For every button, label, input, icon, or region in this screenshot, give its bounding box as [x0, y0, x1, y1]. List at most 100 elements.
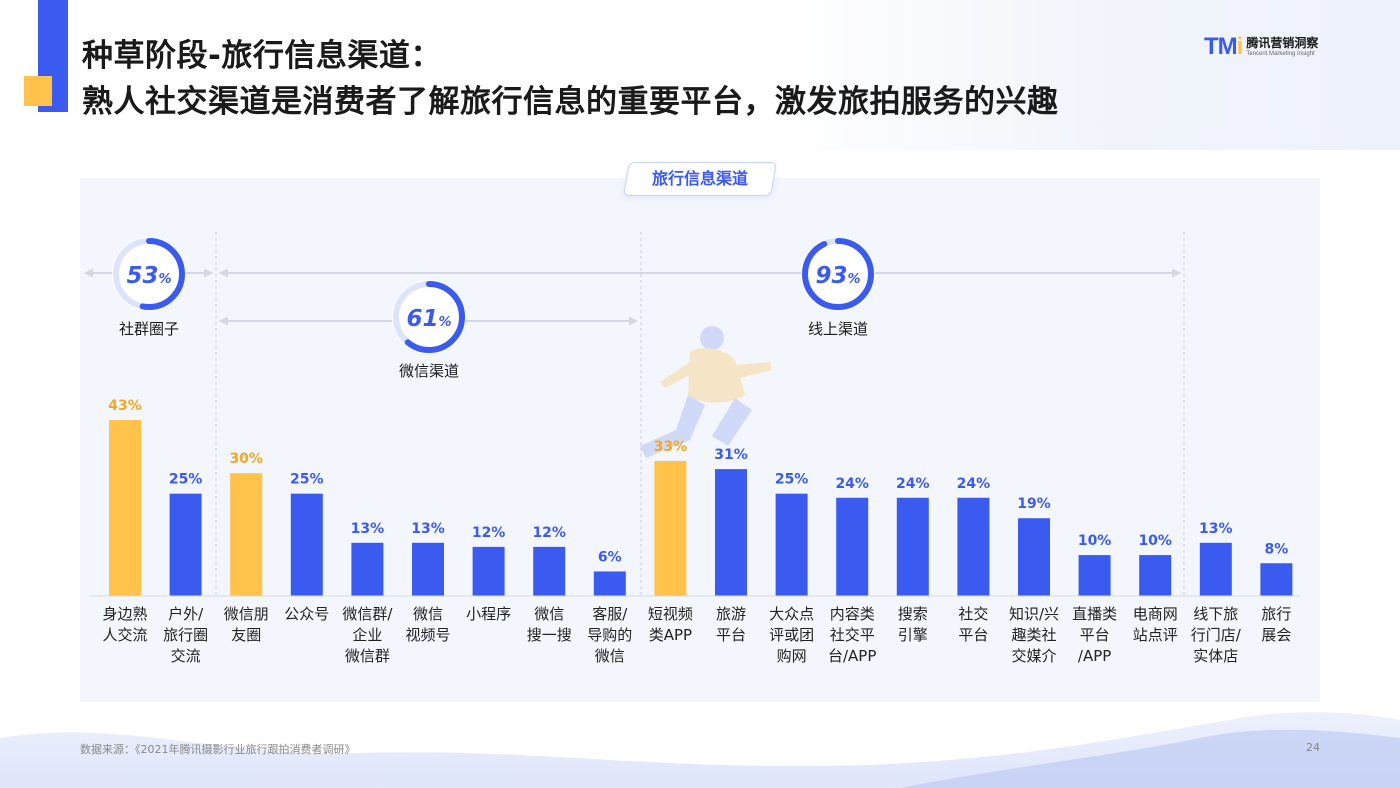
- category-label: 引擎: [898, 626, 928, 644]
- value-label: 6%: [598, 549, 622, 565]
- bar: [957, 497, 990, 596]
- bar: [775, 493, 808, 596]
- ring-background: [112, 237, 186, 311]
- category-label: 微信朋: [224, 605, 269, 623]
- logo-mark: TMi: [1204, 33, 1243, 60]
- bar: [351, 542, 384, 596]
- category-label: 内容类: [830, 605, 875, 623]
- category-label: 大众点: [769, 605, 814, 623]
- value-label: 13%: [1199, 521, 1233, 537]
- bar: [290, 493, 323, 596]
- category-label: 台/APP: [828, 647, 876, 665]
- value-label: 30%: [229, 451, 263, 467]
- span-arrow-wechat-head-left: [219, 316, 228, 326]
- category-label: 搜索: [898, 605, 928, 623]
- ring-percent: 61%: [406, 306, 451, 332]
- category-label: 短视频: [648, 605, 693, 623]
- category-label: /APP: [1078, 647, 1111, 665]
- bar: [715, 469, 747, 596]
- page-title-line2: 熟人社交渠道是消费者了解旅行信息的重要平台，激发旅拍服务的兴趣: [82, 84, 1059, 120]
- value-label: 8%: [1265, 541, 1289, 557]
- footer-wave: [0, 712, 1400, 788]
- logo-en: Tencent Marketing Insight: [1246, 51, 1315, 57]
- value-label: 24%: [835, 476, 869, 492]
- category-label: 平台: [958, 626, 988, 644]
- group-label: 微信渠道: [399, 362, 459, 380]
- category-label: 站点评: [1133, 626, 1178, 644]
- ring-progress: [802, 238, 874, 310]
- value-label: 24%: [896, 476, 930, 492]
- bar: [1199, 542, 1232, 596]
- value-label: 31%: [714, 447, 748, 463]
- value-label: 12%: [532, 525, 566, 541]
- bar: [836, 497, 869, 596]
- bar: [169, 493, 202, 596]
- category-label: 搜一搜: [527, 626, 572, 644]
- category-label: 公众号: [284, 605, 329, 623]
- category-label: 视频号: [405, 626, 450, 644]
- accent-square: [24, 76, 52, 106]
- category-label: 展会: [1261, 626, 1291, 644]
- value-label: 13%: [351, 521, 385, 537]
- category-label: 人交流: [102, 626, 147, 644]
- bar: [1260, 563, 1293, 596]
- category-label: 企业: [352, 626, 382, 644]
- page-title-line1: 种草阶段-旅行信息渠道：: [82, 38, 442, 74]
- category-label: 类APP: [649, 626, 692, 644]
- category-label: 趣类社: [1011, 626, 1056, 644]
- category-label: 微信群/: [342, 605, 393, 623]
- category-label: 微信: [534, 605, 564, 623]
- value-label: 13%: [411, 521, 445, 537]
- category-label: 微信群: [345, 647, 390, 665]
- category-label: 户外/: [168, 605, 204, 623]
- value-label: 10%: [1138, 533, 1172, 549]
- category-label: 客服/: [592, 605, 628, 623]
- category-label: 身边熟: [102, 605, 147, 623]
- tmi-logo: TMi 腾讯营销洞察 Tencent Marketing Insight: [1204, 33, 1318, 61]
- category-label: 直播类: [1072, 605, 1117, 623]
- value-label: 12%: [472, 525, 506, 541]
- category-label: 电商网: [1133, 605, 1178, 623]
- value-label: 10%: [1078, 533, 1112, 549]
- category-label: 旅行圈: [163, 626, 208, 644]
- bar: [472, 546, 505, 596]
- value-label: 25%: [775, 472, 809, 488]
- ring-background: [392, 280, 466, 354]
- category-label: 行门店/: [1191, 626, 1242, 644]
- category-label: 线下旅: [1193, 605, 1238, 623]
- header-band: [0, 0, 1400, 150]
- panel-label: 旅行信息渠道: [651, 169, 748, 188]
- category-label: 旅行: [1261, 605, 1291, 623]
- category-label: 微信: [413, 605, 443, 623]
- bar: [533, 546, 566, 596]
- category-label: 平台: [1080, 626, 1110, 644]
- ring-percent: 93%: [815, 263, 860, 289]
- bar: [1018, 518, 1050, 596]
- category-label: 小程序: [466, 605, 511, 623]
- decorative-figure: [640, 326, 772, 458]
- value-label: 43%: [108, 398, 142, 414]
- category-label: 旅游: [716, 605, 746, 623]
- span-arrow-wechat-head-right: [629, 316, 638, 326]
- category-label: 交流: [171, 647, 201, 665]
- logo-cn: 腾讯营销洞察: [1246, 36, 1319, 50]
- bar: [1078, 555, 1111, 596]
- value-label: 24%: [957, 476, 991, 492]
- value-label: 25%: [290, 472, 324, 488]
- category-label: 购网: [777, 647, 807, 665]
- span-arrow-online-head-left: [219, 268, 228, 278]
- bar: [654, 460, 687, 596]
- chart-panel: [80, 178, 1320, 702]
- bar: [412, 542, 444, 596]
- span-arrow-online-head-right: [1172, 268, 1181, 278]
- group-label: 社群圈子: [119, 320, 179, 338]
- value-label: 19%: [1017, 496, 1051, 512]
- value-label: 33%: [654, 439, 688, 455]
- value-label: 25%: [169, 472, 203, 488]
- category-label: 社交: [958, 605, 988, 623]
- category-label: 微信: [595, 647, 625, 665]
- bar: [593, 571, 626, 596]
- ring-percent: 53%: [126, 263, 171, 289]
- ring-background: [801, 237, 875, 311]
